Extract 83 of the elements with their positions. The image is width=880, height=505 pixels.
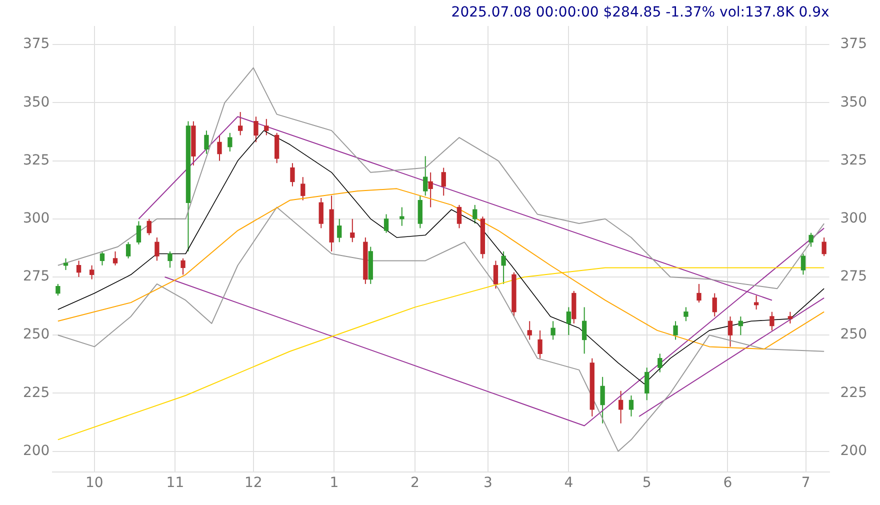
x-tick-label: 4 xyxy=(564,475,574,492)
candlestick xyxy=(290,162,295,187)
candlestick xyxy=(154,236,160,262)
candlestick xyxy=(728,316,733,348)
candlestick xyxy=(527,320,532,340)
candlestick xyxy=(628,395,634,417)
candlestick xyxy=(300,176,306,201)
candlestick xyxy=(501,250,506,284)
candlestick xyxy=(180,258,186,276)
y-tick-label: 250 xyxy=(22,326,50,343)
candlestick xyxy=(428,172,433,208)
candlestick xyxy=(582,306,587,354)
candlestick xyxy=(136,220,142,245)
candlestick xyxy=(770,311,774,331)
y-tick-label: 375 xyxy=(22,36,50,52)
x-tick-label: 10 xyxy=(86,475,104,492)
candlestick xyxy=(100,250,105,266)
candlestick xyxy=(738,316,744,336)
x-tick-label: 2 xyxy=(410,475,420,492)
candlestick xyxy=(384,214,389,234)
y2-tick-label: 250 xyxy=(840,326,868,343)
candlestick xyxy=(493,260,498,290)
candlestick xyxy=(56,283,60,296)
x-tick-label: 3 xyxy=(483,475,492,492)
y-tick-label: 225 xyxy=(22,384,50,401)
candlestick xyxy=(441,167,446,196)
candlestick xyxy=(822,236,826,257)
candlestick xyxy=(76,260,82,278)
candlestick xyxy=(808,232,814,248)
candlestick xyxy=(456,204,462,229)
candlestick xyxy=(423,156,428,196)
candlestick xyxy=(788,311,793,324)
candlestick xyxy=(400,206,404,226)
y2-tick-label: 350 xyxy=(840,94,868,110)
candlestick xyxy=(63,258,68,271)
y2-tick-label: 300 xyxy=(840,210,868,227)
candlestick xyxy=(550,320,556,340)
candlestick xyxy=(238,111,243,136)
candlestick xyxy=(89,264,94,280)
y2-tick-label: 375 xyxy=(840,36,868,52)
x-tick-label: 11 xyxy=(166,475,184,492)
y-tick-label: 300 xyxy=(22,210,50,227)
candlestick xyxy=(318,197,324,229)
candlestick xyxy=(264,118,269,136)
candlestick xyxy=(644,367,650,401)
x-tick-label: 1 xyxy=(330,475,339,492)
candlestick xyxy=(337,218,342,243)
candlestick xyxy=(254,116,258,143)
candlestick xyxy=(126,242,131,259)
candlestick xyxy=(350,218,355,243)
candlestick xyxy=(696,283,702,304)
candlestick xyxy=(684,306,688,322)
candlestick xyxy=(217,134,222,162)
candlestick xyxy=(472,204,478,224)
y-tick-label: 350 xyxy=(22,94,50,110)
y2-tick-label: 275 xyxy=(840,268,868,285)
candlestick xyxy=(600,376,605,424)
candlestick xyxy=(274,132,280,164)
candlestick xyxy=(754,295,759,310)
candlestick xyxy=(673,320,678,340)
x-tick-label: 12 xyxy=(244,475,262,492)
candlestick xyxy=(204,130,209,154)
chart-title: 2025.07.08 00:00:00 $284.85 -1.37% vol:137.8K 0.9x xyxy=(451,4,830,21)
y-tick-label: 325 xyxy=(22,152,50,168)
candlestick xyxy=(538,330,542,359)
candlestick xyxy=(228,132,232,152)
x-tick-label: 6 xyxy=(723,475,732,492)
candlestick xyxy=(112,250,118,266)
y-tick-label: 275 xyxy=(22,268,50,285)
candlestick xyxy=(658,353,662,373)
y2-tick-label: 225 xyxy=(840,384,868,401)
y2-tick-label: 200 xyxy=(840,442,868,459)
candlestick xyxy=(800,253,806,276)
candlestick xyxy=(146,218,152,236)
x-tick-label: 5 xyxy=(642,475,652,492)
candlestick xyxy=(566,306,572,336)
candlestick xyxy=(618,390,624,424)
x-tick-label: 7 xyxy=(801,475,810,492)
y-tick-label: 200 xyxy=(22,442,50,459)
candlestick xyxy=(168,250,172,268)
candlestick xyxy=(418,195,422,229)
y2-tick-label: 325 xyxy=(840,152,868,168)
candlestick xyxy=(712,292,717,317)
